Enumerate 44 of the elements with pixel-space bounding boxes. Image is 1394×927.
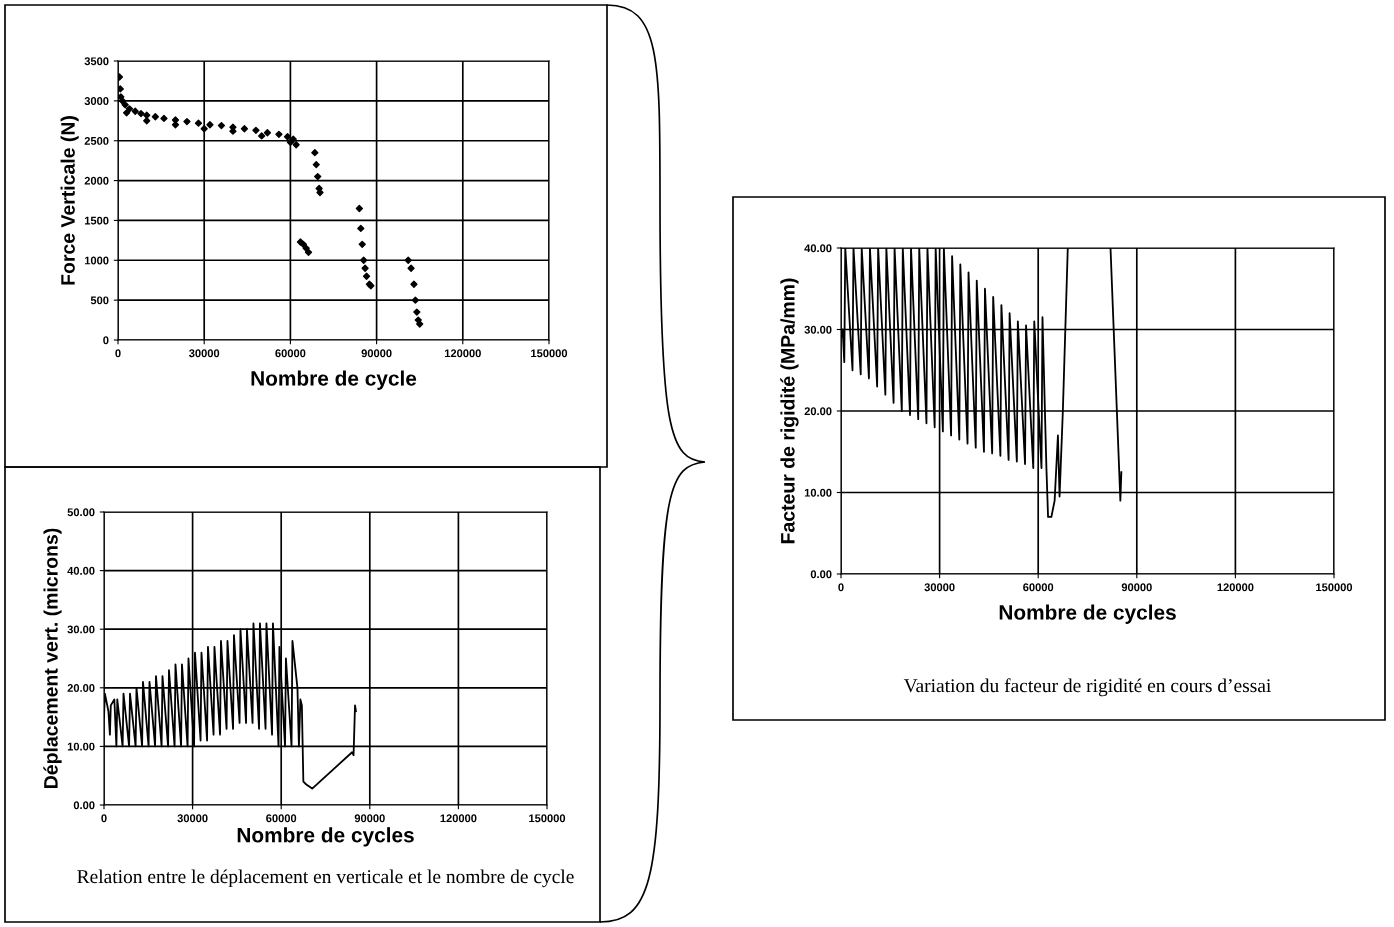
y-axis-title: Force Verticale (N): [60, 116, 79, 285]
y-tick-label: 3000: [84, 97, 109, 106]
x-tick-label: 120000: [444, 349, 481, 358]
x-tick-label: 0: [115, 349, 121, 358]
x-tick-label: 0: [838, 583, 844, 592]
x-axis-title: Nombre de cycles: [999, 604, 1176, 624]
y-tick-label: 20.00: [804, 407, 832, 416]
x-tick-label: 60000: [266, 814, 297, 823]
y-tick-label: 20.00: [67, 684, 95, 692]
x-tick-label: 30000: [924, 583, 955, 592]
y-tick-label: 40.00: [804, 244, 832, 253]
y-tick-label: 3500: [84, 57, 109, 66]
y-axis-title: Déplacement vert. (microns): [43, 528, 62, 788]
text: Variation du facteur de rigidité en cours d’essai: [903, 678, 1271, 697]
y-tick-label: 10.00: [804, 488, 832, 497]
y-tick-label: 1500: [84, 216, 109, 225]
x-tick-label: 120000: [440, 814, 477, 823]
y-tick-label: 30.00: [804, 325, 832, 334]
x-tick-label: 30000: [189, 349, 220, 358]
y-tick-label: 0.00: [73, 801, 95, 810]
y-tick-label: 0: [103, 336, 109, 345]
x-tick-label: 90000: [361, 349, 392, 358]
y-tick-label: 30.00: [67, 625, 95, 634]
y-axis-title: Facteur de rigidité (MPa/mm): [780, 278, 799, 544]
x-tick-label: 150000: [531, 349, 568, 358]
x-tick-label: 120000: [1217, 583, 1254, 592]
text: Relation entre le déplacement en verticale et le nombre de cycle: [77, 869, 574, 888]
x-tick-label: 60000: [275, 349, 306, 358]
y-tick-label: 40.00: [67, 566, 95, 575]
x-tick-label: 60000: [1023, 583, 1054, 592]
x-tick-label: 150000: [1316, 583, 1353, 592]
x-axis-title: Nombre de cycles: [237, 827, 414, 847]
y-tick-label: 0.00: [810, 570, 832, 579]
y-tick-label: 2500: [84, 136, 109, 145]
x-axis-title: Nombre de cycle: [251, 370, 417, 390]
y-tick-label: 50.00: [67, 508, 95, 517]
x-tick-label: 150000: [529, 814, 566, 823]
x-tick-label: 90000: [354, 814, 385, 823]
y-tick-label: 2000: [84, 176, 109, 185]
y-tick-label: 10.00: [67, 742, 95, 751]
x-tick-label: 30000: [177, 814, 208, 823]
y-tick-label: 1000: [84, 256, 109, 265]
y-tick-label: 500: [90, 296, 109, 305]
x-tick-label: 90000: [1121, 583, 1152, 592]
